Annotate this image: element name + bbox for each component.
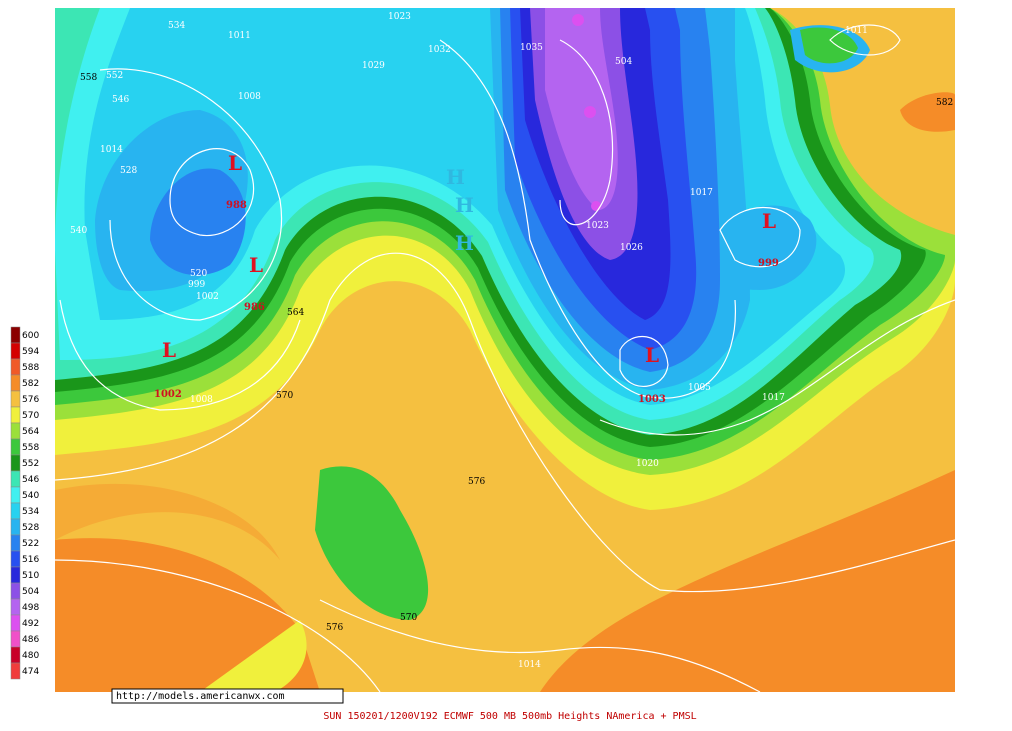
low-marker: L	[762, 209, 776, 233]
contour-label: 1008	[238, 92, 261, 102]
high-marker: H	[455, 193, 474, 217]
legend-swatch	[10, 486, 21, 504]
legend-label: 558	[22, 443, 39, 453]
pressure-label: 1002	[154, 389, 182, 400]
legend-swatch	[10, 582, 21, 600]
contour-label: 558	[80, 73, 97, 83]
contour-label: 546	[112, 95, 129, 105]
legend-swatch	[10, 390, 21, 408]
pressure-label: 1003	[638, 394, 666, 405]
legend-swatch	[10, 342, 21, 360]
low-marker: L	[162, 338, 176, 362]
high-marker: H	[446, 165, 465, 189]
legend-label: 576	[22, 395, 39, 405]
legend-label: 498	[22, 603, 39, 613]
contour-label: 534	[168, 21, 185, 31]
legend-swatch	[10, 614, 21, 632]
contour-label: 1020	[636, 459, 659, 469]
legend-swatch	[10, 358, 21, 376]
contour-label: 1017	[762, 393, 785, 403]
legend-swatch	[10, 566, 21, 584]
contour-label: 1035	[520, 43, 543, 53]
contour-label: 1002	[196, 292, 219, 302]
legend-swatch	[10, 406, 21, 424]
legend-swatch	[10, 454, 21, 472]
contour-label: 1008	[190, 395, 213, 405]
legend-label: 510	[22, 571, 39, 581]
contour-label: 999	[188, 280, 205, 290]
map-fill	[55, 8, 955, 692]
contour-label: 576	[326, 623, 343, 633]
legend-label: 492	[22, 619, 39, 629]
legend-label: 480	[22, 651, 39, 661]
low-marker: L	[249, 253, 263, 277]
legend-label: 546	[22, 475, 39, 485]
legend-label: 582	[22, 379, 39, 389]
legend-label: 474	[22, 667, 39, 677]
contour-label: 1005	[688, 383, 711, 393]
contours	[55, 24, 955, 692]
legend-swatch	[10, 534, 21, 552]
legend-swatch	[10, 374, 21, 392]
contour-label: 1026	[620, 243, 643, 253]
legend-label: 552	[22, 459, 39, 469]
contour-label: 1032	[428, 45, 451, 55]
legend-swatch	[10, 502, 21, 520]
contour-label: 570	[276, 391, 293, 401]
contour-label: 1023	[586, 221, 609, 231]
legend-swatch	[10, 438, 21, 456]
contour-label: 576	[468, 477, 485, 487]
legend-label: 528	[22, 523, 39, 533]
contour-label: 1017	[690, 188, 713, 198]
contour-label: 1014	[100, 145, 123, 155]
legend-swatch	[10, 470, 21, 488]
contour-label: 1014	[518, 660, 541, 670]
high-marker: H	[455, 231, 474, 255]
legend-label: 570	[22, 411, 39, 421]
contour-label: 1029	[362, 61, 385, 71]
legend-swatch	[10, 662, 21, 680]
contour-label: 582	[936, 98, 953, 108]
map-labels: L L L L L H H H 988 986 1002 999 1003 55…	[70, 12, 953, 670]
legend-swatch	[10, 518, 21, 536]
legend-label: 534	[22, 507, 39, 517]
contour-label: 520	[190, 269, 207, 279]
contour-label: 1011	[845, 26, 868, 36]
contour-label: 540	[70, 226, 87, 236]
color-legend: 600 594 588 582 576 570 564 558 552 546 540 534 528 5…	[10, 326, 39, 680]
legend-label: 540	[22, 491, 39, 501]
legend-swatch	[10, 630, 21, 648]
legend-swatch	[10, 598, 21, 616]
legend-swatch	[10, 550, 21, 568]
contour-label: 570	[400, 613, 417, 623]
contour-label: 1011	[228, 31, 251, 41]
legend-label: 504	[22, 587, 39, 597]
legend-swatch	[10, 422, 21, 440]
contour-label: 1023	[388, 12, 411, 22]
legend-swatch	[10, 326, 21, 344]
legend-label: 594	[22, 347, 39, 357]
contour-label: 552	[106, 71, 123, 81]
contour-label: 504	[615, 57, 632, 67]
legend-label: 486	[22, 635, 39, 645]
contour-label: 528	[120, 166, 137, 176]
pressure-label: 986	[244, 302, 265, 313]
footer: SUN 150201/1200V192 ECMWF 500 MB 500mb H…	[323, 711, 696, 722]
legend-label: 600	[22, 331, 39, 341]
legend-label: 516	[22, 555, 39, 565]
legend-swatch	[10, 646, 21, 664]
contour-label: 564	[287, 308, 304, 318]
pressure-label: 988	[226, 200, 247, 211]
low-marker: L	[228, 151, 242, 175]
low-marker: L	[645, 343, 659, 367]
url: http://models.americanwx.com	[116, 691, 285, 702]
pressure-label: 999	[758, 258, 779, 269]
url-box	[111, 688, 344, 704]
legend-label: 522	[22, 539, 39, 549]
legend-label: 588	[22, 363, 39, 373]
legend-label: 564	[22, 427, 39, 437]
